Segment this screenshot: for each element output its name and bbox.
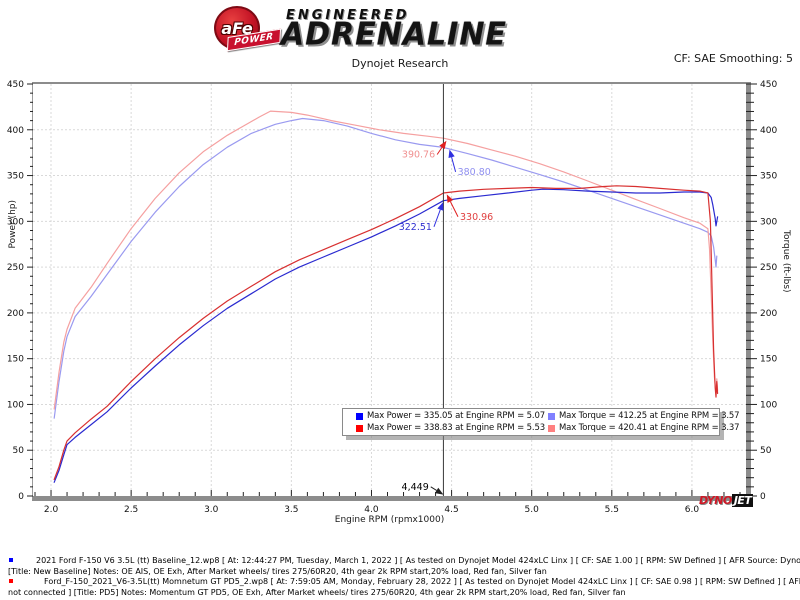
torque-axis-label: Torque (ft-lbs) [781, 230, 791, 293]
x-tick-label: 4.5 [444, 505, 458, 515]
y-tick-label-right: 150 [760, 355, 777, 365]
annotation-arrow [436, 147, 443, 155]
run2-info-line1: Ford_F-150_2021_V6-3.5L(tt) Momnetum GT … [44, 577, 800, 586]
y-tick-label-right: 0 [760, 492, 766, 502]
torque-curve-baseline [53, 117, 718, 419]
x-tick-label: 3.5 [284, 505, 298, 515]
y-tick-label-right: 300 [760, 217, 777, 227]
y-tick-label-left: 450 [7, 80, 24, 90]
y-tick-label-left: 100 [7, 400, 24, 410]
y-tick-label-right: 100 [760, 400, 777, 410]
annotation-arrowhead [437, 202, 444, 211]
power-curve-baseline [53, 188, 719, 483]
annotation-arrowhead [439, 140, 447, 150]
y-tick-label-right: 350 [760, 172, 777, 182]
run1-info-line2: [Title: New Baseline] Notes: OE AIS, OE … [8, 567, 547, 576]
dynojet-research-title: Dynojet Research [351, 57, 449, 70]
annotation-value-label: 330.96 [460, 212, 493, 223]
legend-swatch-baseline-torque-icon [548, 412, 555, 420]
y-tick-label-right: 250 [760, 263, 777, 273]
legend-item-pd5-torque: Max Torque = 420.41 at Engine RPM = 3.37 [548, 423, 740, 433]
y-tick-label-left: 350 [7, 172, 24, 182]
correction-smoothing-label: CF: SAE Smoothing: 5 [673, 52, 793, 65]
dynojet-watermark-jet: JET [731, 494, 754, 507]
afe-logo-text: aFe [221, 18, 253, 38]
plot-area[interactable]: 0 0 50 50 100 100 150 150 200 200 250 250 300 300 350 3… [7, 80, 778, 515]
logo-engineered-text: ENGINEERED [286, 8, 410, 23]
x-tick-label: 3.0 [204, 505, 219, 515]
annotation-arrow [449, 201, 459, 217]
y-tick-label-left: 150 [7, 355, 24, 365]
y-tick-label-left: 0 [18, 492, 24, 502]
annotation-value-label: 4,449 [402, 482, 429, 493]
annotation-arrowhead [446, 194, 454, 203]
legend-swatch-pd5-power-icon [356, 424, 363, 432]
annotation-arrow [430, 486, 437, 491]
x-tick-label: 4.0 [364, 505, 379, 515]
annotation-arrowhead [448, 149, 455, 159]
legend-box[interactable]: Max Power = 335.05 at Engine RPM = 5.07 … [342, 408, 740, 436]
x-tick-label: 5.0 [525, 505, 540, 515]
legend-item-pd5-power: Max Power = 338.83 at Engine RPM = 5.53 [356, 423, 548, 433]
run1-bullet-icon [9, 558, 13, 562]
legend-swatch-pd5-torque-icon [548, 424, 555, 432]
x-tick-label: 6.0 [685, 505, 700, 515]
y-tick-label-right: 200 [760, 309, 777, 319]
y-tick-label-left: 300 [7, 217, 24, 227]
chart-canvas: 0 0 50 50 100 100 150 150 200 200 250 250 300 300 350 3… [7, 80, 778, 515]
y-tick-label-left: 250 [7, 263, 24, 273]
x-tick-label: 2.5 [124, 505, 138, 515]
torque-curve-pd5 [53, 110, 719, 410]
annotation-value-label: 322.51 [399, 222, 432, 233]
run2-info-line2: not connected ] [Title: PD5] Notes: Mome… [8, 588, 626, 597]
y-tick-label-left: 400 [7, 126, 24, 136]
y-tick-label-right: 400 [760, 126, 777, 136]
legend-label: Max Torque = 412.25 at Engine RPM = 3.57 [559, 411, 740, 421]
legend-label: Max Torque = 420.41 at Engine RPM = 3.37 [559, 423, 740, 433]
legend-swatch-baseline-power-icon [356, 412, 363, 420]
annotation-arrow [451, 157, 457, 173]
annotation-arrowhead [434, 487, 444, 495]
dynojet-watermark-dyno: DYNO [699, 494, 732, 507]
plot-frame: 0 0 50 50 100 100 150 150 200 200 250 250 300 300 350 3… [7, 80, 778, 515]
y-tick-label-right: 50 [760, 446, 772, 456]
x-tick-label: 2.0 [44, 505, 59, 515]
y-tick-label-left: 50 [13, 446, 25, 456]
legend-item-baseline-power: Max Power = 335.05 at Engine RPM = 5.07 [356, 411, 548, 421]
legend-label: Max Power = 338.83 at Engine RPM = 5.53 [367, 423, 545, 433]
legend-item-baseline-torque: Max Torque = 412.25 at Engine RPM = 3.57 [548, 411, 740, 421]
annotation-value-label: 390.76 [402, 149, 435, 160]
x-tick-label: 5.5 [605, 505, 619, 515]
annotation-arrow [433, 209, 441, 227]
rpm-axis-label: Engine RPM (rpmx1000) [334, 515, 445, 525]
annotation-value-label: 380.80 [458, 167, 491, 178]
legend-label: Max Power = 335.05 at Engine RPM = 5.07 [367, 411, 545, 421]
y-tick-label-left: 200 [7, 309, 24, 319]
dynojet-watermark: DYNO JET [699, 494, 754, 507]
run2-bullet-icon [9, 579, 13, 583]
y-tick-label-right: 450 [760, 80, 777, 90]
run1-info-line1: 2021 Ford F-150 V6 3.5L (tt) Baseline_12… [36, 556, 800, 565]
logo-adrenaline-text: ADRENALINE [281, 16, 507, 53]
